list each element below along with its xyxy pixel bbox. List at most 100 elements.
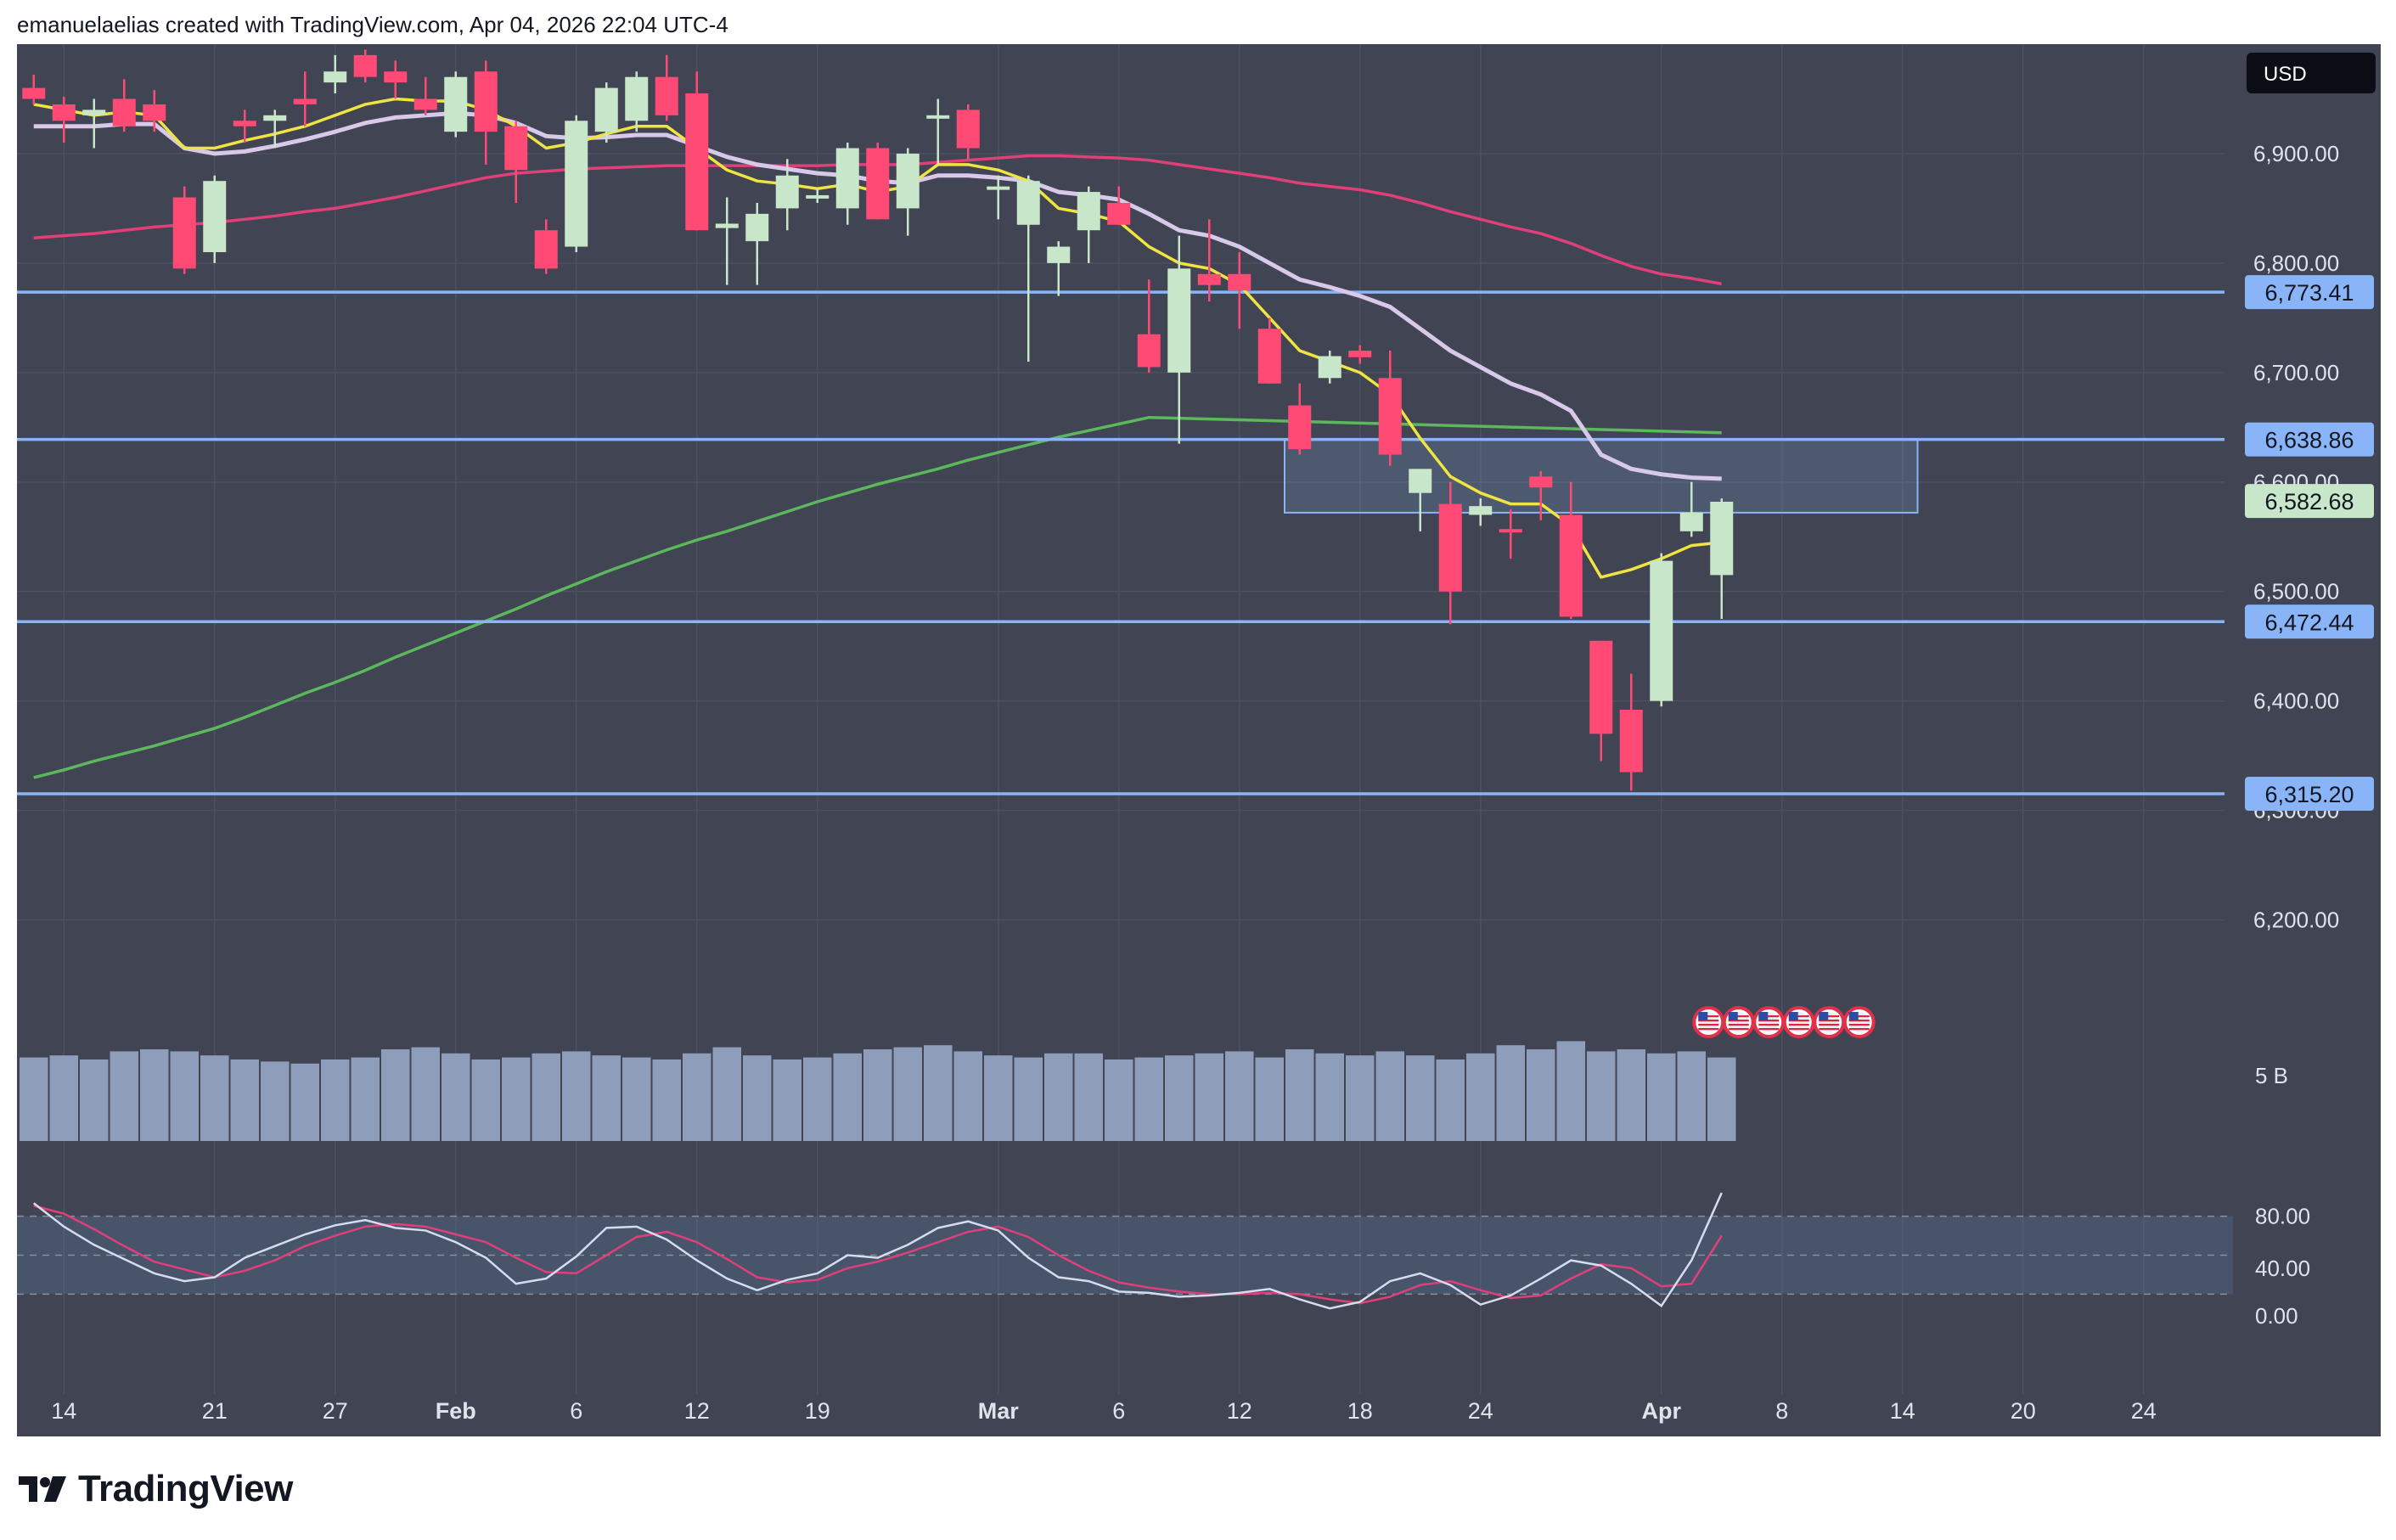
up-candle (926, 98, 950, 165)
candle-body (52, 104, 76, 121)
down-candle (1559, 481, 1583, 619)
down-candle (1288, 383, 1312, 455)
level-price-label-bg (2245, 275, 2374, 310)
flag-stripe (1758, 1020, 1780, 1022)
candle-body (474, 71, 498, 132)
volume-bar (502, 1057, 531, 1141)
flag-stripe (1698, 1015, 1719, 1018)
down-candle (866, 143, 890, 220)
us-flag-icon[interactable] (1722, 1006, 1755, 1038)
time-tick-label: Apr (1642, 1398, 1682, 1424)
candle-body (1438, 503, 1462, 592)
candle-body (1167, 268, 1191, 373)
time-tick-label: 27 (323, 1398, 348, 1424)
volume-bar (1134, 1057, 1163, 1141)
volume-bar (1044, 1053, 1073, 1141)
down-candle (685, 71, 709, 231)
volume-bar (1255, 1057, 1284, 1141)
price-chart[interactable]: 6,900.006,800.006,700.006,600.006,500.00… (17, 44, 2381, 1436)
horizontal-levels-layer[interactable] (17, 290, 2224, 795)
price-labels-layer: USD 6,773.41 6,638.86 6,472.44 6,315.20 6,582… (2245, 53, 2376, 812)
candle-body (565, 121, 588, 247)
volume-bar (351, 1057, 380, 1141)
candle-body (1016, 181, 1040, 225)
candle-body (534, 230, 558, 269)
volume-bar (1496, 1045, 1525, 1141)
candle-body (293, 98, 317, 104)
level-price-label: 6,315.20 (2245, 777, 2374, 812)
time-tick-label: 6 (570, 1398, 582, 1424)
price-tick-label: 6,800.00 (2253, 250, 2339, 276)
up-candle (82, 98, 106, 149)
volume-bar (411, 1047, 440, 1141)
flag-stripe (1698, 1020, 1719, 1022)
level-price-label: 6,773.41 (2245, 275, 2374, 310)
volume-bar (381, 1049, 410, 1141)
volume-bar (1285, 1049, 1314, 1141)
level-price-label-bg (2245, 604, 2374, 639)
down-candle (1619, 673, 1643, 791)
candle-body (1650, 560, 1673, 701)
down-candle (384, 60, 408, 99)
time-tick-label: 14 (51, 1398, 76, 1424)
us-flag-icon[interactable] (1813, 1006, 1846, 1038)
volume-bar (1647, 1053, 1676, 1141)
candle-body (1197, 273, 1221, 285)
volume-bar (773, 1059, 801, 1141)
us-flag-icon[interactable] (1752, 1006, 1786, 1038)
chart-attribution-header: emanuelaelias created with TradingView.c… (17, 12, 728, 37)
us-flag-icon[interactable] (1692, 1006, 1725, 1038)
currency-badge-text: USD (2264, 63, 2307, 86)
candle-body (143, 104, 166, 121)
time-tick-label: 24 (1468, 1398, 1493, 1424)
time-tick-label: 12 (1227, 1398, 1252, 1424)
candle-body (1137, 334, 1161, 368)
us-flag-icon[interactable] (1782, 1006, 1815, 1038)
stochastic-tick-label: 0.00 (2255, 1303, 2298, 1329)
candle-body (926, 115, 950, 119)
candle-body (866, 148, 890, 220)
flag-canton (1848, 1012, 1859, 1020)
candle-body (203, 181, 227, 252)
volume-bar (230, 1059, 259, 1141)
candle-body (594, 87, 618, 132)
up-candle (896, 148, 920, 236)
time-tick-label: 24 (2131, 1398, 2157, 1424)
up-candle (987, 175, 1010, 220)
time-tick-label: Feb (436, 1398, 476, 1424)
candle-body (1288, 405, 1312, 450)
up-candle (263, 110, 287, 149)
candle-body (715, 223, 739, 228)
up-candle (1679, 481, 1703, 537)
tradingview-logo[interactable]: TradingView (19, 1464, 293, 1515)
down-candle (1137, 279, 1161, 373)
candle-body (22, 87, 46, 99)
down-candle (1589, 640, 1613, 762)
chart-frame[interactable]: 6,900.00 6,800.00 6,700.00 6,600.00 6,500.00… (17, 44, 2381, 1436)
event-markers-layer[interactable] (1692, 1006, 1876, 1038)
volume-bar (562, 1051, 591, 1141)
volume-bar (953, 1051, 982, 1141)
time-tick-label: Mar (978, 1398, 1020, 1424)
volume-bar (863, 1049, 892, 1141)
us-flag-icon[interactable] (1842, 1006, 1876, 1038)
candle-body (835, 148, 859, 209)
flag-stripe (1728, 1015, 1749, 1018)
flag-stripe (1788, 1015, 1809, 1018)
flag-canton (1728, 1012, 1738, 1020)
level-price-label-text: 6,472.44 (2264, 610, 2354, 635)
volume-bar (49, 1055, 78, 1141)
candle-body (1679, 512, 1703, 531)
candle-body (1257, 329, 1281, 384)
down-candle (353, 49, 377, 83)
down-candle (1257, 318, 1281, 384)
flag-stripe (1819, 1028, 1840, 1031)
candle-body (1107, 202, 1131, 225)
up-candle (775, 159, 799, 231)
last-price-label-text: 6,582.68 (2264, 489, 2354, 514)
up-candle (1469, 498, 1493, 526)
flag-canton (1788, 1012, 1798, 1020)
candle-body (112, 98, 136, 126)
candles-layer (22, 49, 1734, 791)
volume-layer (20, 1041, 1736, 1141)
